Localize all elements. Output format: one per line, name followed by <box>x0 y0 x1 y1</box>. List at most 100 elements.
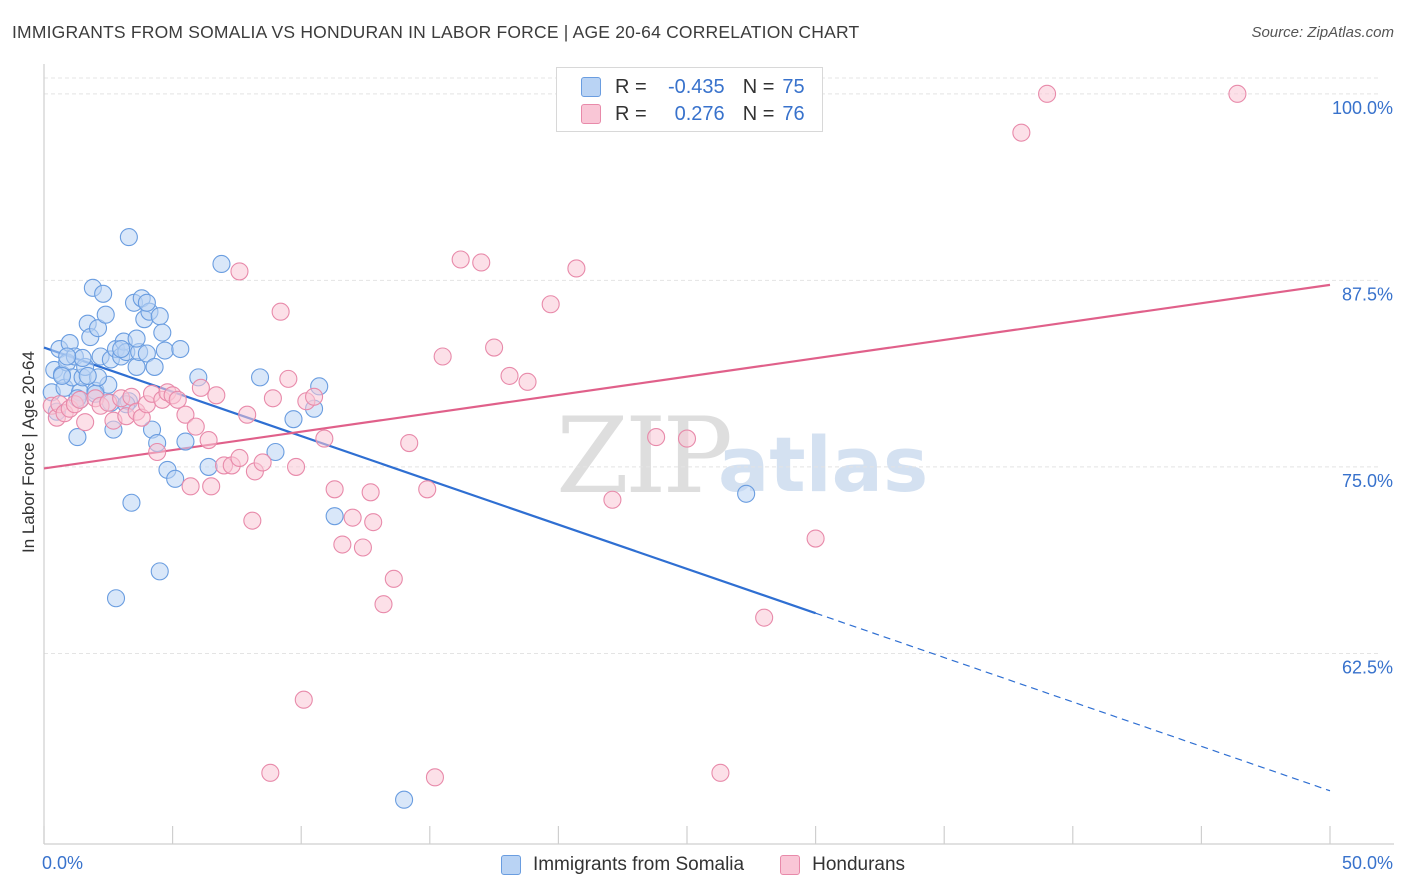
hondurans-point <box>263 389 282 408</box>
stats-row-somalia: R = -0.435 N = 75 <box>581 74 805 100</box>
somalia-point <box>145 357 164 376</box>
hondurans-point <box>181 477 200 496</box>
hondurans-point <box>500 366 519 385</box>
hondurans-point <box>400 433 419 453</box>
hondurans-point <box>76 413 95 432</box>
somalia-point <box>112 339 131 359</box>
somalia-point <box>171 339 190 359</box>
hondurans-point <box>230 448 249 468</box>
y-axis-label: In Labor Force | Age 20-64 <box>19 351 38 553</box>
somalia-point <box>88 319 108 338</box>
hondurans-n-value: 76 <box>782 102 805 125</box>
somalia-point <box>150 307 169 326</box>
somalia-point <box>284 410 303 429</box>
hondurans-point <box>806 529 825 548</box>
data-points <box>42 84 1247 809</box>
source-label: Source: ZipAtlas.com <box>1251 24 1394 41</box>
tick-labels: 62.5% 75.0% 87.5% 100.0% 0.0% 50.0% In Labor F… <box>19 98 1393 873</box>
hondurans-point <box>202 477 221 496</box>
somalia-point <box>78 366 97 385</box>
hondurans-point <box>271 302 290 321</box>
hondurans-point <box>305 387 324 406</box>
somalia-trend-extension <box>815 612 1331 792</box>
correlation-stats-box: R = -0.435 N = 75 R = 0.276 N = 76 <box>556 67 823 132</box>
hondurans-point <box>207 386 226 405</box>
y-tick-label: 100.0% <box>1332 98 1393 118</box>
hondurans-point <box>418 480 437 499</box>
axes <box>43 64 1394 845</box>
hondurans-point <box>425 768 444 787</box>
hondurans-point <box>191 378 210 397</box>
hondurans-point <box>186 417 205 436</box>
hondurans-point <box>451 250 470 269</box>
trend-lines <box>43 283 1331 792</box>
hondurans-point <box>361 483 380 502</box>
grid-lines <box>44 77 1380 654</box>
legend-item-somalia[interactable]: Immigrants from Somalia <box>500 854 745 876</box>
hondurans-point <box>287 457 306 476</box>
hondurans-trend-line <box>43 283 1331 470</box>
legend-label-hondurans: Hondurans <box>812 854 906 875</box>
hondurans-point <box>294 690 313 709</box>
hondurans-point <box>315 429 334 448</box>
hondurans-r-value: 0.276 <box>674 102 725 125</box>
hondurans-point <box>148 442 167 462</box>
hondurans-point <box>1038 84 1057 103</box>
somalia-point <box>52 366 72 385</box>
chart-title: IMMIGRANTS FROM SOMALIA VS HONDURAN IN L… <box>12 22 860 42</box>
legend-item-hondurans[interactable]: Hondurans <box>780 854 905 876</box>
hondurans-point <box>168 390 187 409</box>
hondurans-point <box>253 453 272 472</box>
hondurans-point <box>603 490 622 509</box>
somalia-r-value: -0.435 <box>667 75 725 98</box>
somalia-point <box>166 469 185 488</box>
r-label: R = <box>615 102 647 125</box>
somalia-point <box>150 562 169 581</box>
somalia-point <box>68 428 87 447</box>
r-label: R = <box>615 75 647 98</box>
y-tick-label: 75.0% <box>1342 471 1393 491</box>
chart-legend: Immigrants from Somalia Hondurans <box>0 852 1406 878</box>
somalia-point <box>122 493 141 512</box>
hondurans-point <box>279 369 298 388</box>
somalia-point <box>58 347 77 366</box>
hondurans-point <box>333 535 352 554</box>
hondurans-point <box>711 763 730 782</box>
somalia-point <box>395 790 414 809</box>
y-tick-label: 62.5% <box>1342 657 1393 677</box>
x-tick-label: 0.0% <box>42 853 83 873</box>
somalia-point <box>106 589 126 608</box>
n-label: N = <box>742 75 775 98</box>
hondurans-point <box>567 259 586 278</box>
hondurans-swatch-icon <box>581 104 601 124</box>
hondurans-point <box>1228 84 1247 103</box>
hondurans-point <box>647 428 666 447</box>
legend-label-somalia: Immigrants from Somalia <box>532 854 745 875</box>
somalia-point <box>176 432 195 451</box>
hondurans-point <box>677 429 697 448</box>
somalia-point <box>127 329 146 348</box>
watermark-zip: ZIP <box>556 395 733 517</box>
hondurans-point <box>243 511 262 530</box>
somalia-point <box>212 254 231 274</box>
somalia-point <box>153 323 172 342</box>
somalia-point <box>119 228 138 247</box>
hondurans-point <box>238 405 257 424</box>
somalia-point <box>96 305 115 324</box>
somalia-point <box>737 484 756 503</box>
hondurans-point <box>343 508 362 527</box>
somalia-point <box>250 368 270 387</box>
hondurans-point <box>70 390 90 409</box>
somalia-point <box>137 293 156 312</box>
hondurans-point <box>199 431 218 450</box>
y-tick-label: 87.5% <box>1342 284 1393 304</box>
somalia-point <box>94 284 113 303</box>
hondurans-point <box>261 763 280 782</box>
somalia-legend-icon <box>500 855 521 875</box>
somalia-point <box>199 457 218 476</box>
x-tick-label: 50.0% <box>1342 853 1393 873</box>
hondurans-point <box>755 608 774 627</box>
hondurans-point <box>364 513 383 532</box>
stats-row-hondurans: R = 0.276 N = 76 <box>581 101 805 127</box>
